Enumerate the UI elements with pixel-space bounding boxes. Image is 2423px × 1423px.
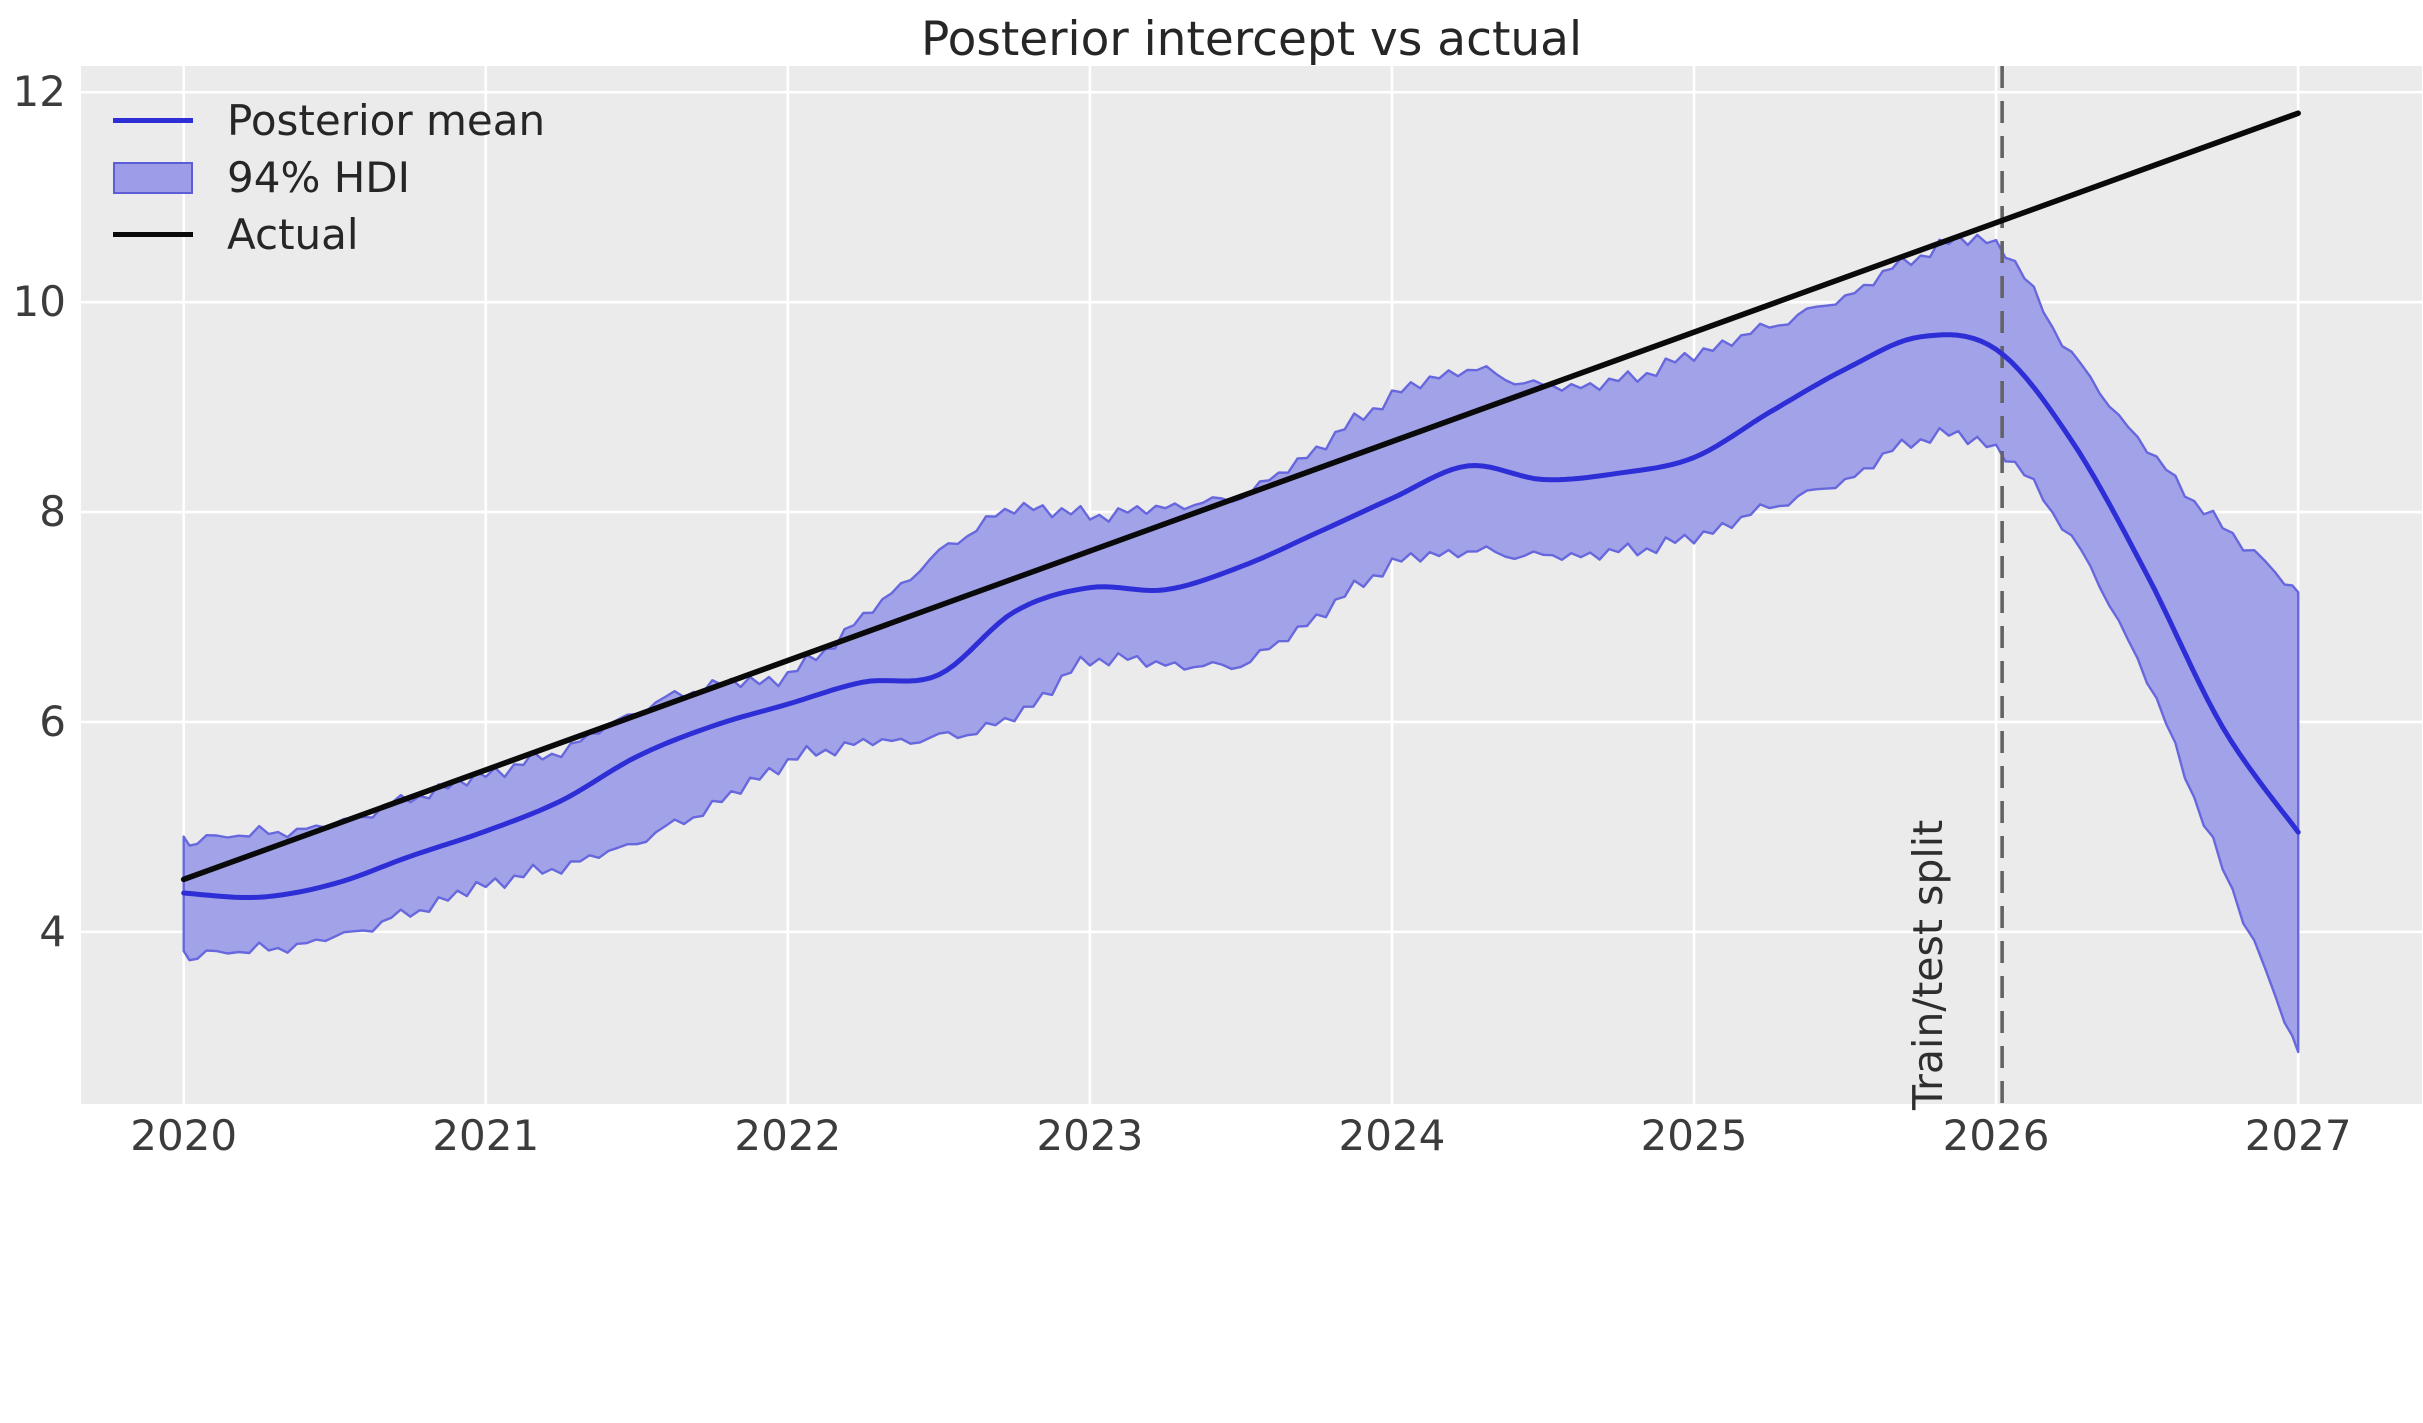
y-tick-label: 4 (39, 906, 66, 956)
x-tick-label: 2025 (1640, 1111, 1748, 1160)
x-tick-label: 2020 (130, 1111, 238, 1160)
y-tick-label: 10 (12, 277, 66, 327)
x-tick-label: 2027 (2244, 1111, 2352, 1160)
y-tick-label: 12 (12, 67, 66, 117)
x-tick-label: 2026 (1942, 1111, 2050, 1160)
actual-line-swatch (113, 232, 193, 237)
legend-label: 94% HDI (227, 153, 411, 202)
legend-item-actual: Actual (113, 206, 545, 263)
hdi-band (182, 233, 2300, 1054)
x-tick-label: 2021 (432, 1111, 540, 1160)
x-tick-label: 2023 (1036, 1111, 1144, 1160)
legend-item-posterior-mean: Posterior mean (113, 92, 545, 149)
posterior-mean-line (181, 332, 2301, 900)
x-tick-label: 2022 (734, 1111, 842, 1160)
y-tick-label: 6 (39, 696, 66, 746)
train-test-split-label: Train/test split (1904, 819, 1952, 1110)
legend: Posterior mean 94% HDI Actual (113, 92, 545, 263)
legend-label: Actual (227, 210, 359, 259)
y-tick-label: 8 (39, 487, 66, 537)
actual-line (180, 110, 2301, 883)
posterior-mean-line-swatch (113, 118, 193, 123)
legend-label: Posterior mean (227, 96, 546, 145)
hdi-patch-swatch (113, 161, 193, 194)
chart-title: Posterior intercept vs actual (920, 12, 1583, 67)
x-tick-label: 2024 (1338, 1111, 1446, 1160)
legend-item-hdi: 94% HDI (113, 149, 545, 206)
